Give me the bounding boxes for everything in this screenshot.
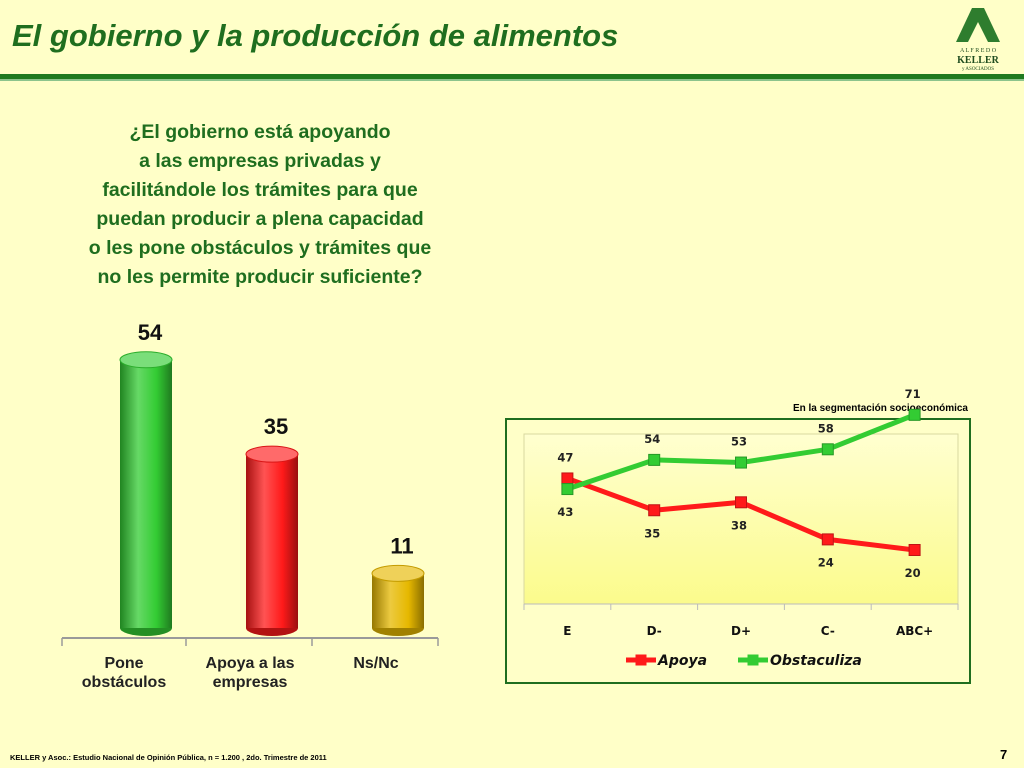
series-obstaculiza xyxy=(561,408,921,496)
legend-label: Obstaculiza xyxy=(770,653,862,669)
segment-caption: En la segmentación socioeconómica xyxy=(792,403,968,414)
x-tick-label: ABC+ xyxy=(896,624,933,638)
point-label: 24 xyxy=(818,555,834,569)
line-chart-frame xyxy=(505,418,971,684)
point-label: 58 xyxy=(818,421,834,435)
legend-item-apoya: Apoya xyxy=(626,653,707,669)
bar-value-label: 35 xyxy=(264,414,288,439)
series-point xyxy=(735,456,747,469)
bar-body xyxy=(120,359,172,628)
series-point xyxy=(821,443,834,456)
bar-top xyxy=(119,351,173,369)
series-point xyxy=(648,504,661,517)
series-point xyxy=(561,483,574,496)
bar-value-label: 54 xyxy=(138,320,163,345)
logo-mark-cut xyxy=(968,22,988,42)
series-point xyxy=(908,408,921,421)
logo-line2: KELLER xyxy=(957,55,999,66)
point-label: 53 xyxy=(731,435,747,449)
point-label: 20 xyxy=(905,566,921,580)
series-apoya xyxy=(561,472,921,556)
point-label: 38 xyxy=(731,518,747,532)
bar-top xyxy=(245,445,299,463)
bar-2 xyxy=(371,564,425,636)
x-tick-label: D- xyxy=(647,624,662,638)
series-point xyxy=(821,533,834,546)
point-label: 71 xyxy=(905,387,921,401)
series-point xyxy=(735,496,747,509)
slide-title: El gobierno y la producción de alimentos xyxy=(12,18,619,53)
bar-body xyxy=(246,454,298,628)
bar-1 xyxy=(245,445,299,636)
survey-question: ¿El gobierno está apoyando a las empresa… xyxy=(88,121,432,288)
legend-swatch-marker xyxy=(635,654,647,666)
title-rule-accent xyxy=(0,79,1024,81)
footer-source: KELLER y Asoc.: Estudio Nacional de Opin… xyxy=(10,753,327,762)
bar-0 xyxy=(119,351,173,636)
series-point xyxy=(648,453,661,466)
keller-logo: A L F R E D O KELLER y ASOCIADOS xyxy=(956,8,1000,72)
point-label: 54 xyxy=(644,432,660,446)
point-label: 35 xyxy=(644,526,660,540)
title-rule xyxy=(0,74,1024,79)
logo-line1: A L F R E D O xyxy=(960,48,997,54)
series-point xyxy=(908,544,921,556)
bar-category-label: Apoya a las empresas xyxy=(206,655,295,691)
x-tick-label: D+ xyxy=(731,624,751,638)
series-point xyxy=(561,472,574,485)
point-label: 43 xyxy=(557,505,573,519)
bar-category-label: Pone obstáculos xyxy=(82,655,167,691)
legend-label: Apoya xyxy=(657,653,707,669)
point-label: 47 xyxy=(557,450,573,464)
x-tick-label: E xyxy=(563,624,571,638)
line-legend: Apoya Obstaculiza xyxy=(626,653,862,669)
bar-value-label: 11 xyxy=(390,533,413,558)
x-tick-label: C- xyxy=(821,624,835,638)
legend-swatch-marker xyxy=(747,654,759,666)
bar-body xyxy=(372,573,424,628)
legend-item-obstaculiza: Obstaculiza xyxy=(738,653,862,669)
bar-category-label: Ns/Nc xyxy=(353,655,398,672)
logo-line3: y ASOCIADOS xyxy=(962,67,994,72)
bar-top xyxy=(371,564,425,582)
page-number: 7 xyxy=(1000,747,1008,762)
